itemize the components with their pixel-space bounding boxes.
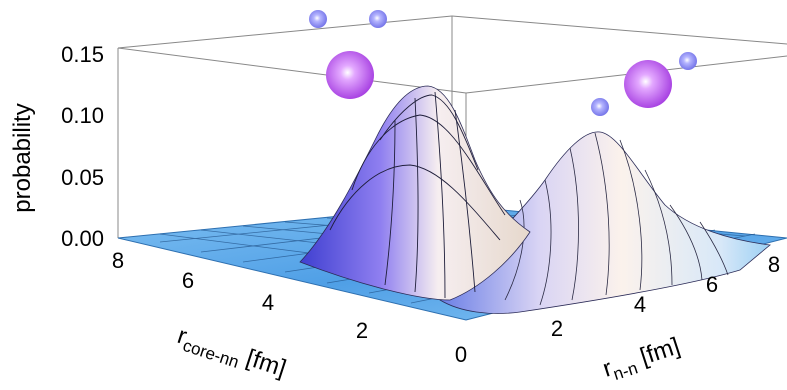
mesh-line [454,109,476,293]
x-tick-label: 8 [112,248,124,273]
box-edge-top-right [451,15,787,45]
x-tick-label: 4 [262,290,274,315]
z-tick-label: 0.00 [61,226,104,251]
mesh-line [329,164,501,241]
configuration-icon-right [591,52,697,116]
box-edge-top-back [117,15,453,49]
mesh-line [619,139,643,291]
mesh-line [384,119,396,286]
y-axis-title-unit: [fm] [630,333,683,373]
y-tick-label: 2 [551,316,563,341]
z-tick-label: 0.15 [61,42,104,67]
y-tick-label: 0 [455,342,467,367]
neutron-icon [369,10,387,28]
mesh-line [434,91,446,299]
x-tick-label: 2 [356,318,368,343]
z-axis-title: probability [9,103,36,212]
neutron-icon [591,98,609,116]
core-nucleus-icon [624,60,672,108]
peak-left-mesh [329,91,506,299]
mesh-line [414,97,419,293]
y-tick-label: 6 [706,272,718,297]
x-axis-title-sub: core-nn [181,336,242,372]
x-axis-title: rcore-nn [fm] [173,322,289,385]
z-tick-label: 0.05 [61,165,104,190]
neutron-icon [679,52,697,70]
mesh-line [669,204,703,281]
z-axis: 0.00 0.05 0.10 0.15 probability [9,42,104,251]
y-axis-title: rn-n [fm] [600,333,685,385]
y-tick-label: 8 [768,252,780,277]
mesh-line [644,169,673,286]
surface-peak-left [299,85,531,301]
surface-peak-right [439,131,771,314]
mesh-line [699,221,729,276]
x-tick-label: 6 [182,268,194,293]
peak-right-mesh [504,132,729,306]
mesh-line [539,179,552,306]
z-tick-label: 0.10 [61,103,104,128]
box-edge-top-front [117,47,467,94]
mesh-line [379,94,479,171]
mesh-line [351,114,506,216]
x-axis-title-unit: [fm] [237,342,290,382]
configuration-icon-left [309,10,387,99]
mesh-line [569,147,579,301]
mesh-line [504,199,525,301]
mesh-line [594,132,610,296]
core-nucleus-icon [326,51,374,99]
y-tick-label: 4 [634,292,646,317]
neutron-icon [309,10,327,28]
